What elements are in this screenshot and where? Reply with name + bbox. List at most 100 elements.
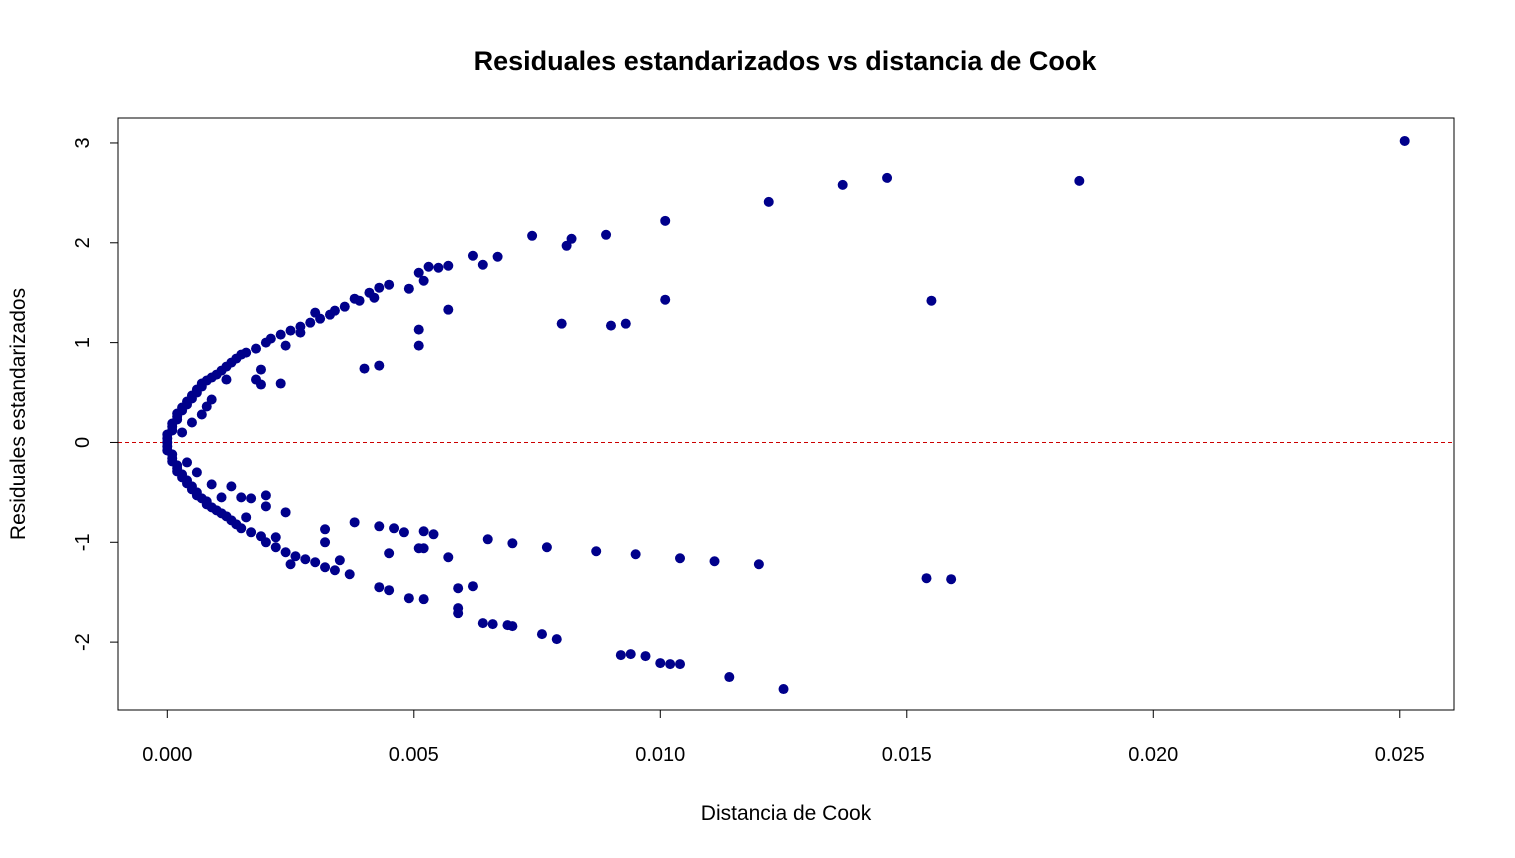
data-point bbox=[374, 282, 385, 293]
data-point bbox=[753, 559, 764, 570]
data-point bbox=[1074, 175, 1085, 186]
data-point bbox=[443, 260, 454, 271]
data-point bbox=[640, 651, 651, 662]
data-point bbox=[236, 492, 247, 503]
data-point bbox=[566, 233, 577, 244]
data-point bbox=[196, 409, 207, 420]
data-point bbox=[660, 215, 671, 226]
data-point bbox=[453, 583, 464, 594]
x-tick-label: 0.010 bbox=[635, 744, 685, 766]
data-point bbox=[280, 547, 291, 558]
data-point bbox=[882, 172, 893, 183]
y-tick-label: -1 bbox=[72, 533, 94, 551]
data-point bbox=[285, 559, 296, 570]
data-point bbox=[423, 261, 434, 272]
y-tick-label: -2 bbox=[72, 633, 94, 651]
data-point bbox=[946, 574, 957, 585]
data-point bbox=[403, 283, 414, 294]
data-point bbox=[467, 581, 478, 592]
data-point bbox=[591, 546, 602, 557]
data-point bbox=[280, 340, 291, 351]
data-point bbox=[413, 340, 424, 351]
data-point bbox=[398, 527, 409, 538]
data-point bbox=[270, 532, 281, 543]
data-point bbox=[369, 292, 380, 303]
data-point bbox=[675, 553, 686, 564]
data-point bbox=[655, 658, 666, 669]
data-point bbox=[236, 523, 247, 534]
data-point bbox=[630, 549, 641, 560]
data-point bbox=[418, 594, 429, 605]
data-point bbox=[433, 262, 444, 273]
data-point bbox=[216, 492, 227, 503]
data-point bbox=[601, 229, 612, 240]
data-point bbox=[453, 608, 464, 619]
data-point bbox=[482, 534, 493, 545]
y-axis-label: Residuales estandarizados bbox=[7, 288, 30, 540]
data-point bbox=[177, 427, 188, 438]
x-tick-label: 0.005 bbox=[389, 744, 439, 766]
data-point bbox=[359, 363, 370, 374]
data-point bbox=[605, 320, 616, 331]
data-point bbox=[551, 634, 562, 645]
data-point bbox=[285, 325, 296, 336]
data-point bbox=[290, 551, 301, 562]
data-point bbox=[344, 569, 355, 580]
data-point bbox=[320, 562, 331, 573]
x-tick-label: 0.025 bbox=[1375, 744, 1425, 766]
y-axis: -2 -1 0 1 2 3 bbox=[72, 137, 119, 651]
data-point bbox=[251, 343, 262, 354]
data-point bbox=[260, 490, 271, 501]
data-point bbox=[255, 379, 266, 390]
data-point bbox=[384, 548, 395, 559]
data-point bbox=[374, 360, 385, 371]
data-point bbox=[260, 501, 271, 512]
data-point bbox=[541, 542, 552, 553]
data-point bbox=[837, 179, 848, 190]
y-tick-label: 3 bbox=[72, 137, 94, 148]
data-point bbox=[275, 329, 286, 340]
data-point bbox=[320, 524, 331, 535]
data-point bbox=[709, 556, 720, 567]
y-tick-label: 2 bbox=[72, 237, 94, 248]
data-point bbox=[206, 479, 217, 490]
points-layer bbox=[162, 135, 1410, 695]
data-point bbox=[487, 619, 498, 630]
data-point bbox=[201, 401, 212, 412]
data-point bbox=[675, 659, 686, 670]
data-point bbox=[186, 417, 197, 428]
data-point bbox=[384, 585, 395, 596]
data-point bbox=[270, 542, 281, 553]
x-axis: 0.000 0.005 0.010 0.015 0.020 0.025 bbox=[142, 709, 1425, 766]
y-tick-label: 1 bbox=[72, 337, 94, 348]
data-point bbox=[1399, 135, 1410, 146]
plot-frame bbox=[117, 117, 1455, 711]
data-point bbox=[191, 467, 202, 478]
data-point bbox=[418, 543, 429, 554]
data-point bbox=[507, 621, 518, 632]
data-point bbox=[477, 618, 488, 629]
data-point bbox=[329, 565, 340, 576]
data-point bbox=[182, 457, 193, 468]
data-point bbox=[295, 327, 306, 338]
data-point bbox=[329, 305, 340, 316]
x-axis-label: Distancia de Cook bbox=[701, 802, 872, 825]
data-point bbox=[778, 684, 789, 695]
data-point bbox=[349, 517, 360, 528]
data-point bbox=[926, 295, 937, 306]
data-point bbox=[443, 552, 454, 563]
data-point bbox=[536, 629, 547, 640]
x-tick-label: 0.020 bbox=[1128, 744, 1178, 766]
data-point bbox=[527, 230, 538, 241]
data-point bbox=[334, 555, 345, 566]
data-point bbox=[310, 557, 321, 568]
data-point bbox=[763, 196, 774, 207]
data-point bbox=[265, 333, 276, 344]
data-point bbox=[246, 493, 257, 504]
data-point bbox=[660, 294, 671, 305]
data-point bbox=[384, 279, 395, 290]
data-point bbox=[403, 593, 414, 604]
data-point bbox=[206, 394, 217, 405]
data-point bbox=[615, 650, 626, 661]
